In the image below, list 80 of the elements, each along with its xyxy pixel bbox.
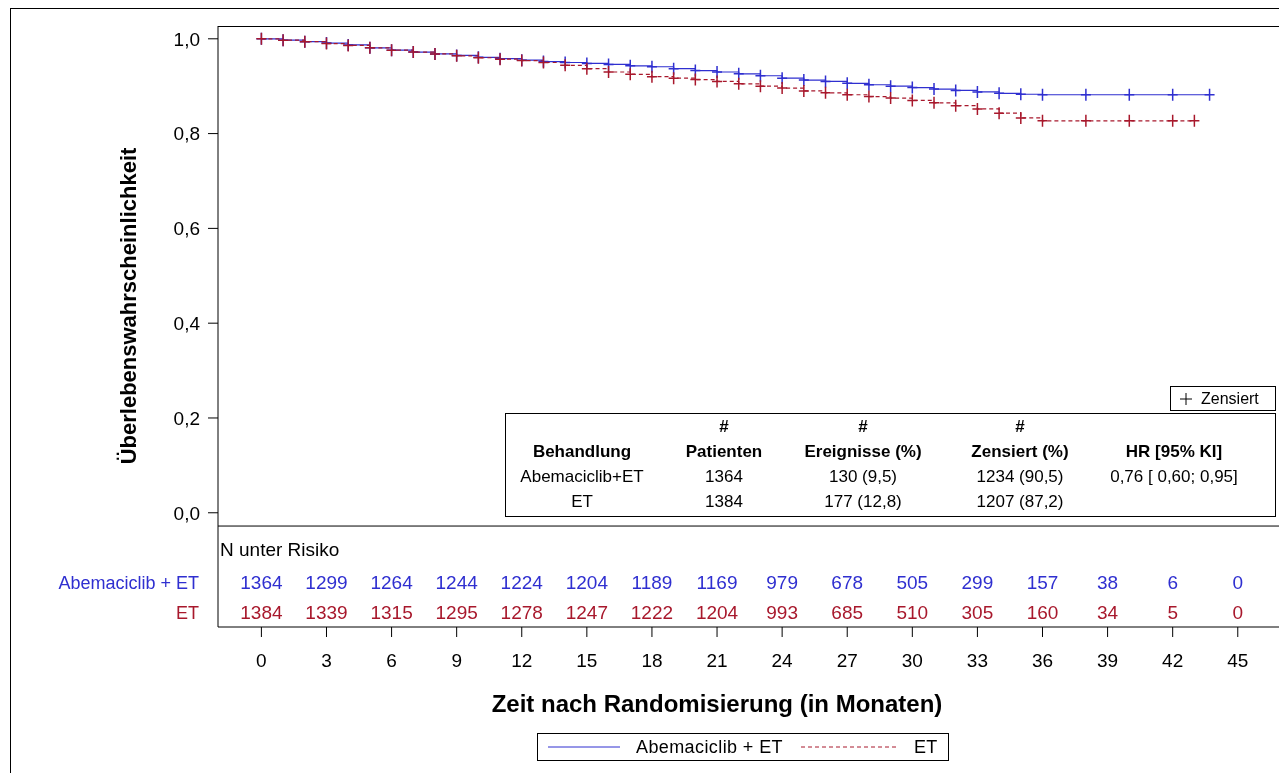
annotation: 1278 bbox=[500, 602, 543, 623]
annotation: 1384 bbox=[240, 602, 283, 623]
y-tick-label: 0,6 bbox=[173, 218, 200, 240]
annotation: 1244 bbox=[435, 572, 478, 593]
annotation: 177 (12,8) bbox=[824, 492, 902, 511]
annotation: 1234 (90,5) bbox=[976, 467, 1064, 486]
annotation: 38 bbox=[1097, 572, 1119, 593]
x-tick-label: 21 bbox=[706, 649, 728, 671]
x-tick-label: 42 bbox=[1162, 649, 1184, 671]
x-tick-label: 36 bbox=[1031, 649, 1054, 671]
x-tick-label: 0 bbox=[256, 649, 267, 671]
x-tick-label: 3 bbox=[321, 649, 332, 671]
x-axis-title: Zeit nach Randomisierung (in Monaten) bbox=[491, 689, 943, 717]
key-box: Zensiert bbox=[1170, 386, 1276, 411]
annotation: 505 bbox=[896, 572, 929, 593]
annotation: 1204 bbox=[695, 602, 739, 623]
annotation: 685 bbox=[831, 602, 864, 623]
annotation: 1364 bbox=[240, 572, 283, 593]
annotation: N unter Risiko bbox=[220, 539, 340, 560]
x-tick-label: 33 bbox=[966, 649, 988, 671]
y-tick-label: 0,4 bbox=[173, 312, 201, 334]
x-tick-label: 39 bbox=[1097, 649, 1119, 671]
annotation: # bbox=[719, 417, 729, 436]
annotation: 1384 bbox=[705, 492, 743, 511]
x-tick-label: 12 bbox=[511, 649, 533, 671]
x-tick-label: 15 bbox=[576, 649, 598, 671]
annotation: Zensiert bbox=[1201, 389, 1259, 408]
annotation: # bbox=[858, 417, 868, 436]
annotation: ET bbox=[571, 492, 593, 511]
annotation: 305 bbox=[961, 602, 994, 623]
annotation: Zensiert (%) bbox=[971, 442, 1069, 461]
y-tick-label: 1,0 bbox=[173, 28, 200, 50]
y-axis-title: Überlebenswahrscheinlichkeit bbox=[115, 146, 141, 465]
x-tick-label: 6 bbox=[386, 649, 397, 671]
annotation: 1364 bbox=[705, 467, 743, 486]
annotation: HR [95% KI] bbox=[1125, 442, 1223, 461]
annotation: Behandlung bbox=[532, 442, 632, 461]
annotation: Patienten bbox=[685, 442, 763, 461]
annotation: # bbox=[1015, 417, 1025, 436]
y-tick-label: 0,2 bbox=[173, 407, 200, 429]
annotation: 130 (9,5) bbox=[828, 467, 898, 486]
x-tick-label: 30 bbox=[901, 649, 923, 671]
x-tick-label: 45 bbox=[1227, 649, 1249, 671]
annotation: 1189 bbox=[631, 572, 673, 593]
y-tick-label: 0,0 bbox=[173, 502, 200, 524]
annotation: 0,76 [ 0,60; 0,95] bbox=[1110, 467, 1238, 486]
text: ET bbox=[175, 603, 199, 623]
annotation: 157 bbox=[1026, 572, 1059, 593]
annotation: 6 bbox=[1167, 572, 1178, 593]
annotation: 979 bbox=[766, 572, 798, 593]
annotation: 34 bbox=[1097, 602, 1119, 623]
annotation: 5 bbox=[1167, 602, 1178, 623]
annotation: 0 bbox=[1232, 572, 1244, 593]
annotation: 1264 bbox=[370, 572, 413, 593]
text: Abemaciclib + ET bbox=[58, 573, 199, 593]
annotation: 1204 bbox=[565, 572, 608, 593]
annotation: 299 bbox=[961, 572, 994, 593]
annotation: 1299 bbox=[305, 572, 348, 593]
text: ET bbox=[913, 736, 938, 757]
x-tick-label: 18 bbox=[641, 649, 663, 671]
annotation: Ereignisse (%) bbox=[804, 442, 922, 461]
annotation: 1295 bbox=[435, 602, 478, 623]
annotation: 1224 bbox=[500, 572, 543, 593]
annotation: 1247 bbox=[565, 602, 608, 623]
x-tick-label: 24 bbox=[771, 649, 794, 671]
legend-label: Abemaciclib + ET bbox=[636, 736, 783, 757]
annotation: 160 bbox=[1026, 602, 1059, 623]
annotation: 1169 bbox=[696, 572, 738, 593]
annotation: 1339 bbox=[305, 602, 348, 623]
y-tick-label: 0,8 bbox=[173, 123, 200, 145]
annotation: 993 bbox=[766, 602, 798, 623]
x-tick-label: 9 bbox=[451, 649, 462, 671]
annotation: 1222 bbox=[630, 602, 674, 623]
annotation: 1315 bbox=[370, 602, 413, 623]
annotation: 678 bbox=[831, 572, 864, 593]
annotation: Abemaciclib+ET bbox=[520, 467, 644, 486]
annotation: 1207 (87,2) bbox=[976, 492, 1064, 511]
annotation: 0 bbox=[1232, 602, 1244, 623]
annotation: 510 bbox=[896, 602, 929, 623]
x-tick-label: 27 bbox=[836, 649, 858, 671]
